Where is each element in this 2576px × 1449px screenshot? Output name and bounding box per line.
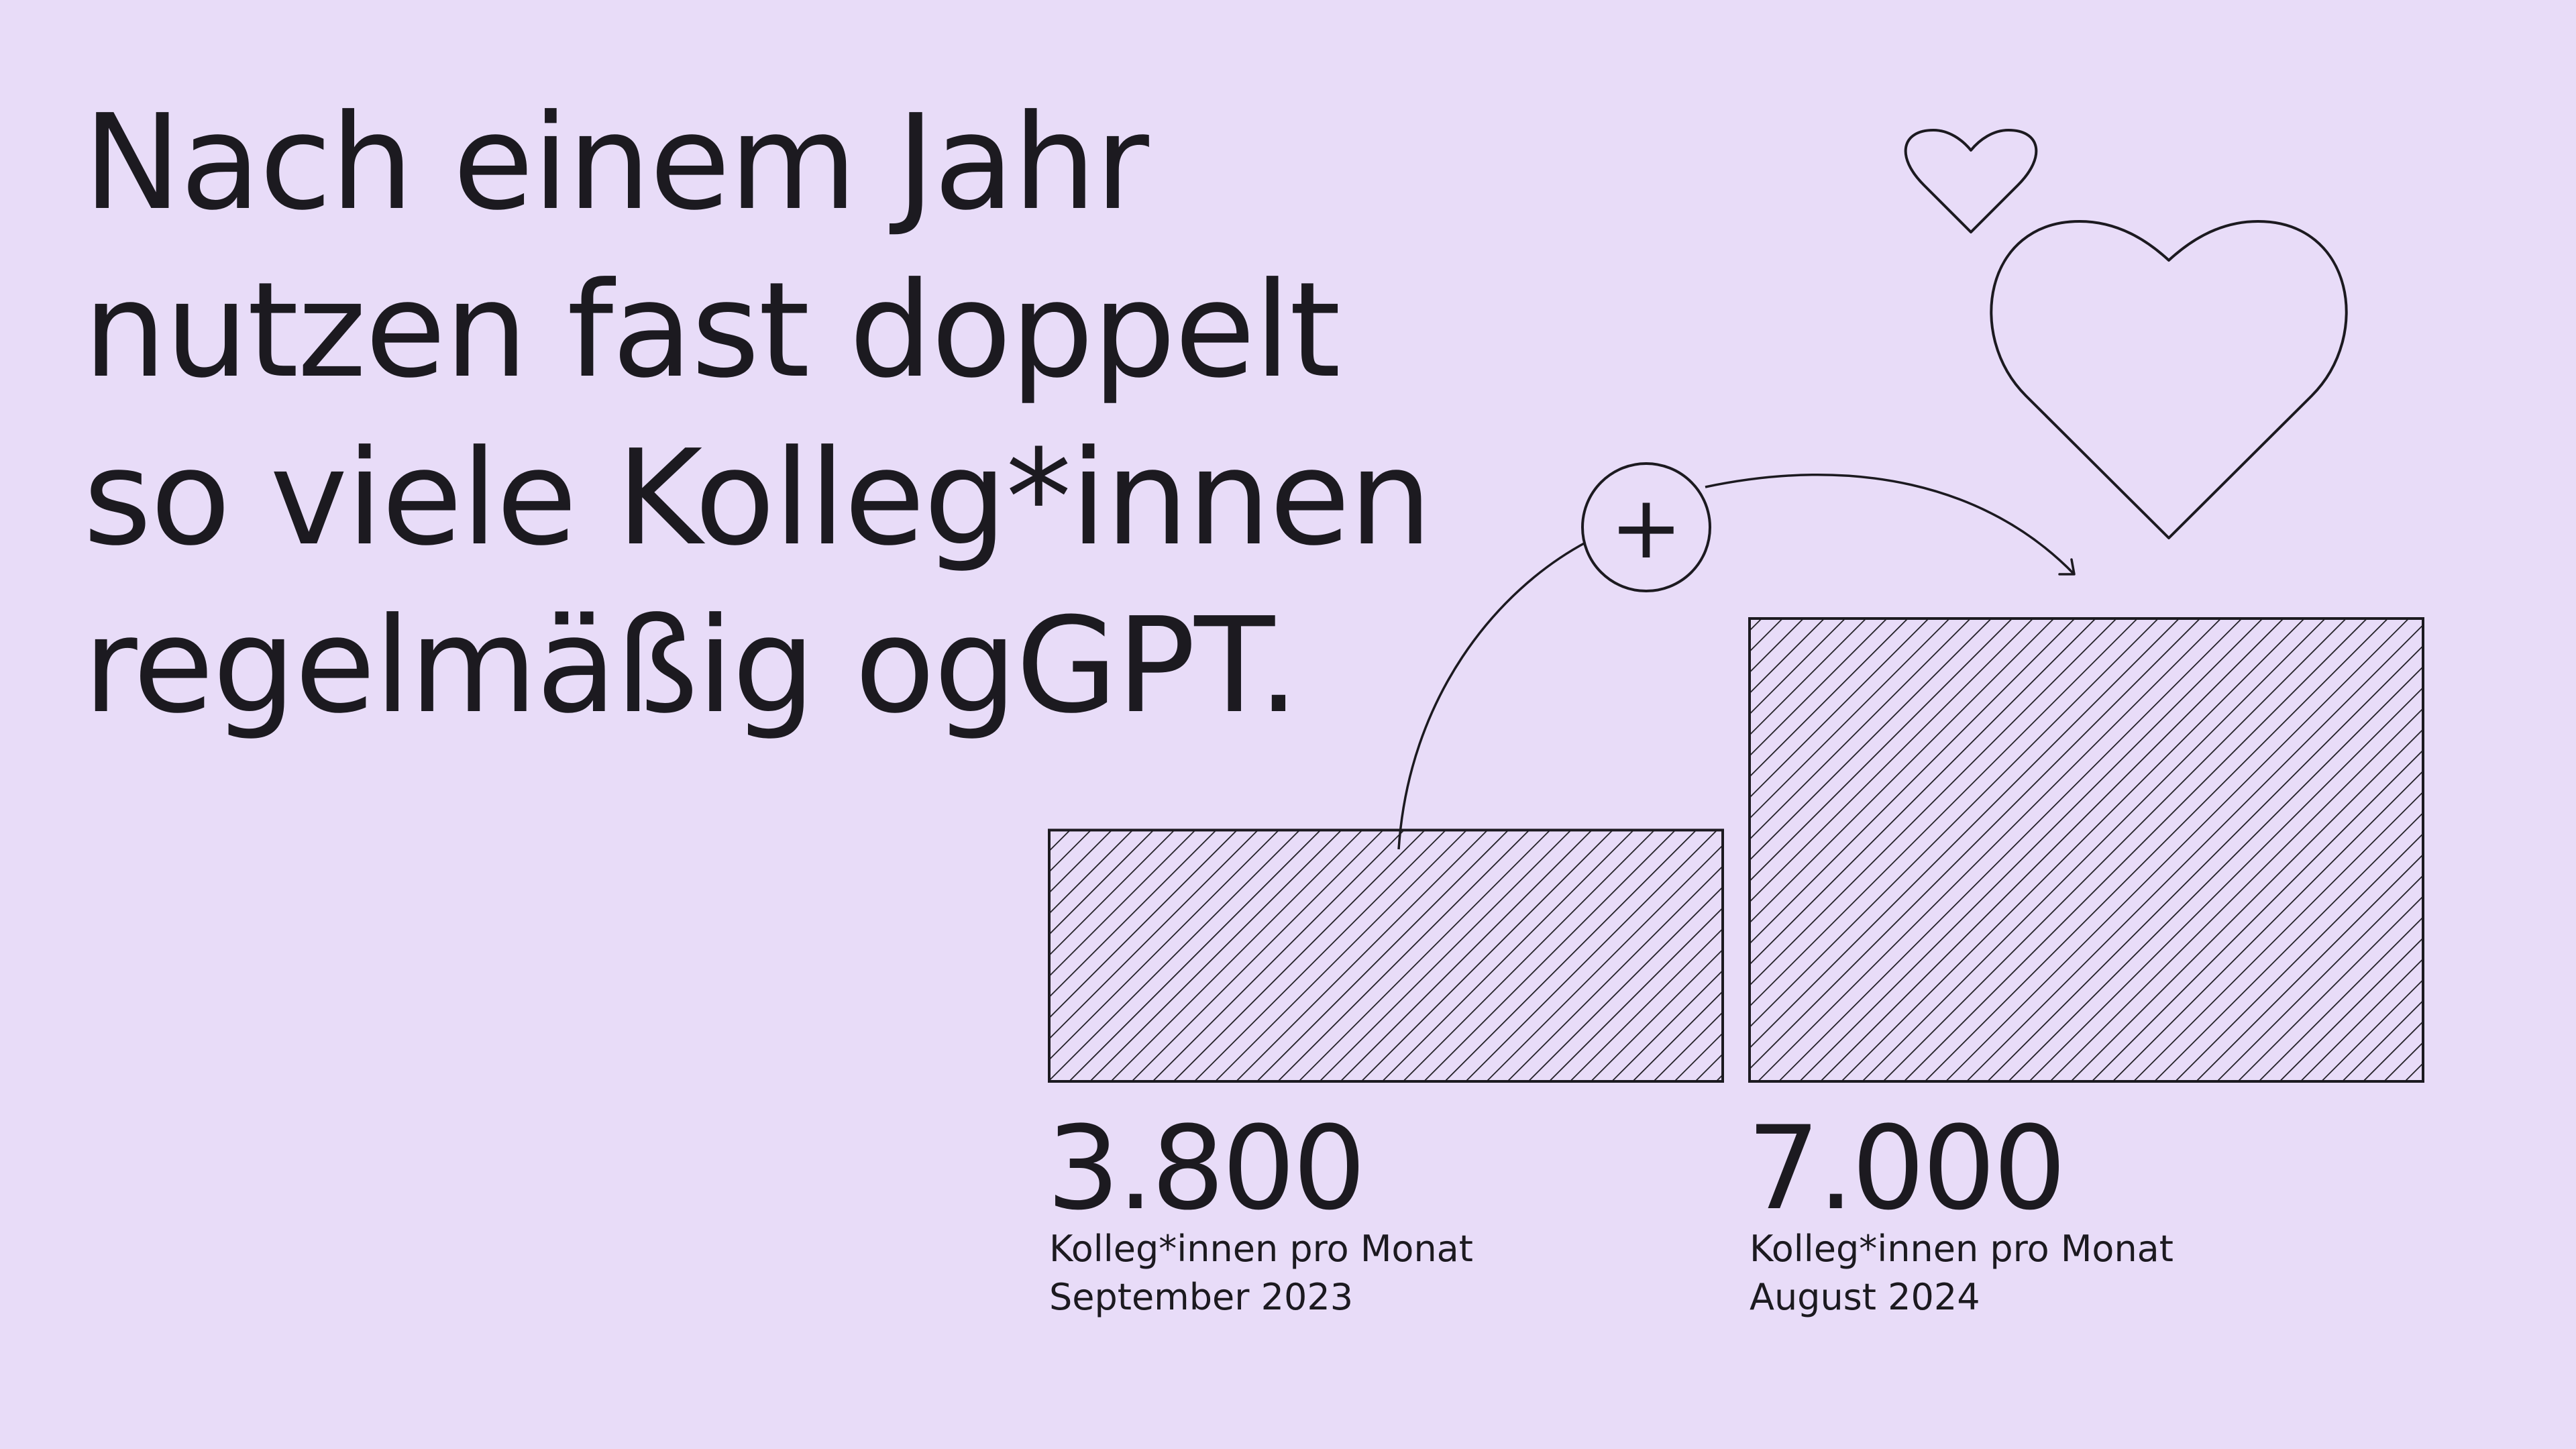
bars xyxy=(1048,617,2424,1083)
unit-label: Kolleg*innen pro Monat xyxy=(1750,1228,2174,1270)
plus-circle-icon: + xyxy=(1581,462,1711,592)
arrowhead-icon xyxy=(2058,558,2076,576)
value-label: 7.000 xyxy=(1747,1101,2066,1236)
headline-line: regelmäßig ogGPT. xyxy=(83,590,1299,743)
unit-label: Kolleg*innen pro Monat xyxy=(1049,1228,1473,1270)
curved-arrow-icon xyxy=(1397,541,1587,850)
bar xyxy=(1748,617,2424,1083)
heart-icon xyxy=(1990,220,2348,539)
headline: Nach einem Jahr nutzen fast doppelt so v… xyxy=(83,79,1492,750)
headline-line: Nach einem Jahr xyxy=(83,87,1149,239)
plus-symbol: + xyxy=(1610,476,1683,578)
headline-line: so viele Kolleg*innen xyxy=(83,422,1432,575)
category-label: August 2024 xyxy=(1750,1276,1980,1318)
heart-icon xyxy=(1904,129,2038,233)
headline-line: nutzen fast doppelt xyxy=(83,254,1341,407)
category-label: September 2023 xyxy=(1049,1276,1354,1318)
curved-arrow-icon xyxy=(1705,474,2076,576)
value-label: 3.800 xyxy=(1046,1101,1366,1236)
bar xyxy=(1048,828,1724,1083)
